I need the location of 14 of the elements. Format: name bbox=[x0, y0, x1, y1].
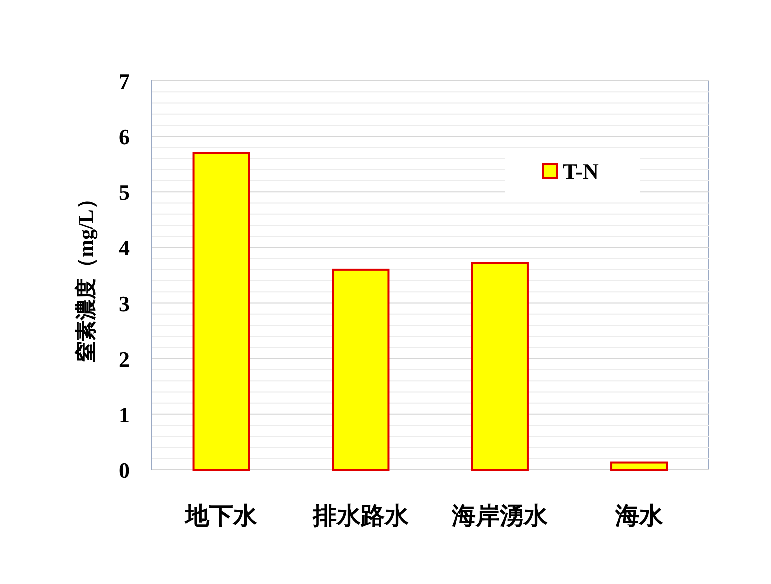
x-tick-label: 海岸湧水 bbox=[451, 503, 550, 530]
y-axis-title: 窒素濃度（mg/L） bbox=[74, 188, 98, 362]
y-tick-label: 1 bbox=[119, 402, 130, 428]
x-tick-label: 地下水 bbox=[184, 503, 259, 530]
x-tick-label: 排水路水 bbox=[312, 503, 410, 530]
y-tick-label: 3 bbox=[119, 291, 130, 316]
y-tick-label: 0 bbox=[119, 458, 130, 483]
x-tick-label: 海水 bbox=[614, 503, 664, 530]
y-tick-label: 7 bbox=[119, 69, 130, 94]
legend-label: T-N bbox=[563, 159, 599, 184]
y-tick-label: 5 bbox=[119, 180, 130, 206]
y-tick-label: 6 bbox=[119, 124, 130, 150]
y-tick-label: 2 bbox=[119, 346, 130, 372]
y-tick-label: 4 bbox=[119, 236, 130, 261]
